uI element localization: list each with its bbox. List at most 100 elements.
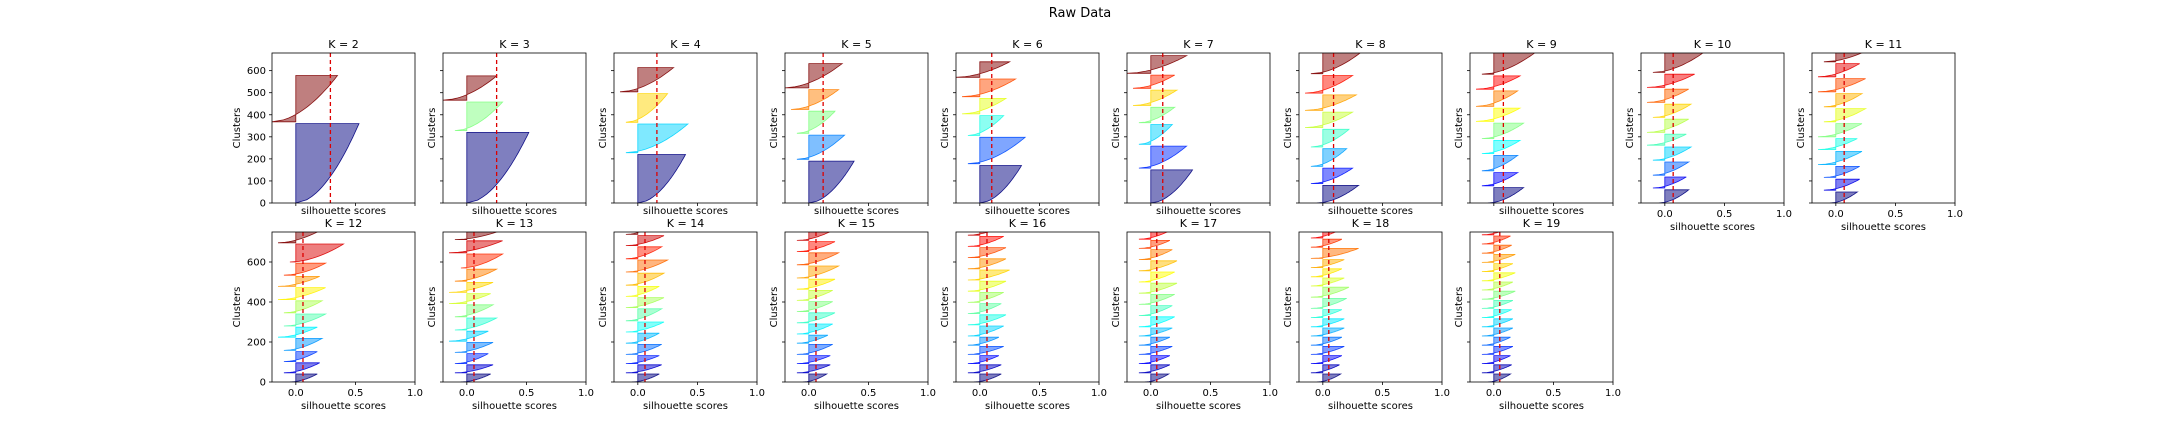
panel-title: K = 12 (325, 217, 362, 230)
cluster-5-silhouette (785, 63, 844, 89)
y-axis-label: Clusters (1111, 287, 1122, 328)
cluster-2-silhouette (967, 364, 1002, 374)
cluster-3-silhouette (1310, 148, 1348, 167)
cluster-5-silhouette (1310, 336, 1343, 346)
axes-frame (1298, 231, 1443, 383)
cluster-5-silhouette (1304, 111, 1354, 128)
x-tick-label: 0.5 (689, 388, 705, 399)
x-tick-label: 0.0 (288, 388, 304, 399)
cluster-7-silhouette (1127, 55, 1189, 74)
cluster-18-silhouette (1482, 218, 1511, 226)
cluster-3-silhouette (625, 355, 660, 364)
x-axis-label: silhouette scores (1328, 401, 1413, 412)
cluster-9-silhouette (796, 290, 833, 301)
cluster-2-silhouette (1481, 364, 1512, 374)
cluster-16-silhouette (1481, 235, 1511, 245)
silhouette-panel-k9: K = 9 silhouette scores Clusters (1454, 38, 1614, 217)
cluster-8-silhouette (1823, 93, 1864, 108)
y-axis-label: Clusters (427, 108, 438, 149)
axes-frame (955, 231, 1100, 383)
cluster-1-silhouette (466, 132, 530, 203)
cluster-3-silhouette (1138, 124, 1174, 145)
x-axis-label: silhouette scores (301, 206, 386, 217)
cluster-2-silhouette (1310, 364, 1340, 374)
x-tick-label: 1.0 (1091, 388, 1107, 399)
axes-frame (1469, 52, 1614, 204)
x-axis-label: silhouette scores (814, 401, 899, 412)
y-axis-label: Clusters (232, 108, 243, 149)
cluster-11-silhouette (1823, 53, 1863, 63)
cluster-6-silhouette (1475, 107, 1522, 122)
panel-title: K = 19 (1523, 217, 1560, 230)
x-tick-label: 1.0 (1947, 209, 1963, 220)
axes-frame (1298, 52, 1443, 204)
cluster-4-silhouette (619, 67, 675, 93)
cluster-5-silhouette (448, 330, 489, 342)
x-tick-label: 0.0 (630, 388, 646, 399)
x-tick-label: 0.5 (1716, 209, 1732, 220)
cluster-3-silhouette (967, 355, 1000, 364)
cluster-6-silhouette (1132, 74, 1175, 89)
x-tick-label: 1.0 (749, 388, 765, 399)
axes-frame (613, 231, 758, 383)
panel-title: K = 5 (841, 38, 871, 51)
cluster-2-silhouette (1138, 145, 1188, 169)
cluster-11-silhouette (796, 265, 841, 279)
x-axis-label: silhouette scores (643, 401, 728, 412)
silhouette-panel-k10: K = 10 0.0 0.5 1.0 silhouette scores Clusters (1625, 38, 1792, 233)
cluster-8-silhouette (448, 293, 491, 304)
x-axis-label: silhouette scores (1670, 222, 1755, 233)
x-axis-label: silhouette scores (814, 206, 899, 217)
cluster-2-silhouette (796, 364, 831, 374)
silhouette-panel-k4: K = 4 silhouette scores Clusters (598, 38, 758, 217)
silhouette-panel-k13: K = 13 0.0 0.5 1.0 silhouette scores Clusters (427, 217, 594, 412)
cluster-4-silhouette (967, 346, 1004, 355)
silhouette-panel-k6: K = 6 silhouette scores Clusters (940, 38, 1100, 217)
cluster-1-silhouette (1316, 373, 1343, 382)
cluster-14-silhouette (625, 232, 641, 235)
y-axis-label: Clusters (1796, 108, 1807, 149)
x-axis-label: silhouette scores (472, 401, 557, 412)
cluster-14-silhouette (967, 236, 1004, 247)
silhouette-panel-k3: K = 3 silhouette scores Clusters (427, 38, 587, 217)
cluster-4-silhouette (790, 89, 840, 110)
x-tick-label: 0.5 (1031, 388, 1047, 399)
cluster-4-silhouette (625, 344, 662, 355)
silhouette-panel-k12: K = 12 0 200 400 600 0.0 0.5 1.0 silhouette scor… (232, 217, 423, 412)
cluster-1-silhouette (289, 373, 318, 382)
axes-frame (1469, 231, 1614, 383)
x-axis-label: silhouette scores (1156, 206, 1241, 217)
cluster-9-silhouette (1646, 73, 1695, 88)
silhouette-panel-k8: K = 8 silhouette scores Clusters (1283, 38, 1443, 217)
cluster-6-silhouette (454, 317, 499, 331)
cluster-5-silhouette (1138, 336, 1171, 346)
cluster-2-silhouette (1310, 167, 1354, 184)
cluster-8-silhouette (967, 303, 1002, 314)
cluster-13-silhouette (1481, 263, 1514, 272)
cluster-6-silhouette (1481, 327, 1514, 337)
cluster-1-silhouette (1487, 187, 1525, 203)
panel-title: K = 3 (499, 38, 529, 51)
x-tick-label: 1.0 (578, 388, 594, 399)
cluster-16-silhouette (968, 218, 998, 226)
y-tick-label: 600 (247, 66, 266, 77)
cluster-3-silhouette (1652, 161, 1691, 176)
cluster-13-silhouette (454, 232, 498, 240)
cluster-1-silhouette (808, 160, 855, 203)
cluster-5-silhouette (796, 334, 829, 344)
axes-frame (1811, 52, 1956, 204)
cluster-15-silhouette (967, 232, 990, 236)
cluster-15-silhouette (1481, 244, 1512, 254)
axes-frame (1126, 52, 1271, 204)
figure-title: Raw Data (1048, 6, 1112, 21)
x-tick-label: 0.5 (518, 388, 534, 399)
cluster-11-silhouette (967, 269, 1010, 281)
panel-title: K = 8 (1355, 38, 1385, 51)
x-tick-label: 0.5 (1887, 209, 1903, 220)
x-tick-label: 0.0 (1143, 388, 1159, 399)
y-tick-label: 500 (247, 88, 266, 99)
x-tick-label: 0.0 (801, 388, 817, 399)
y-axis-label: Clusters (1454, 287, 1465, 328)
y-axis-label: Clusters (1283, 287, 1294, 328)
cluster-12-silhouette (1138, 260, 1178, 272)
